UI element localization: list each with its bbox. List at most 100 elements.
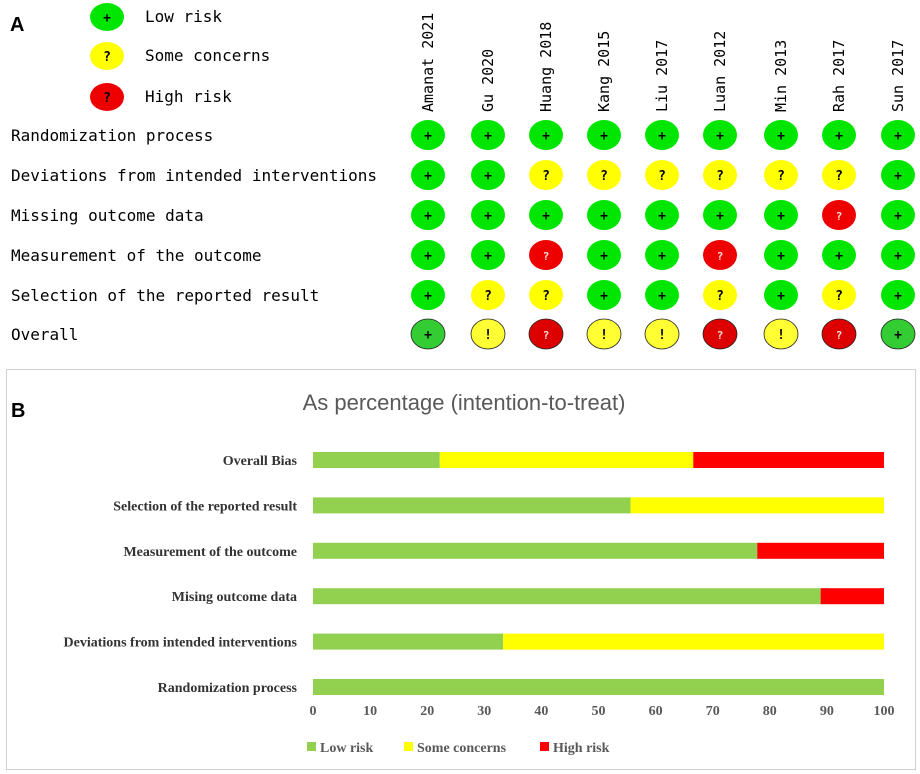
cell-deviations-from-intended-interventions-rah-2017: ? <box>822 160 856 190</box>
judgement-symbol-low: + <box>658 129 666 144</box>
judgement-symbol-low: + <box>777 209 785 224</box>
judgement-symbol-some: ? <box>658 169 666 184</box>
bar-high-risk-mising-outcome-data <box>820 588 884 605</box>
legend-swatch-high <box>90 83 124 111</box>
judgement-symbol-low: + <box>658 249 666 264</box>
judgement-dot-high <box>529 240 563 270</box>
judgement-dot-some <box>529 160 563 190</box>
cell-missing-outcome-data-gu-2020: + <box>471 200 505 230</box>
judgement-symbol-low: + <box>716 129 724 144</box>
judgement-symbol-some: ! <box>658 328 666 343</box>
cell-overall-min-2013: ! <box>763 318 799 350</box>
cell-overall-luan-2012: ? <box>702 318 738 350</box>
judgement-dot-some <box>529 280 563 310</box>
judgement-symbol-high: ? <box>836 210 843 223</box>
cell-deviations-from-intended-interventions-gu-2020: + <box>471 160 505 190</box>
category-label-mising-outcome-data: Mising outcome data <box>172 590 297 605</box>
judgement-symbol-some: ? <box>835 289 843 304</box>
x-tick-70: 70 <box>706 704 720 719</box>
judgement-symbol-low: + <box>894 129 902 144</box>
cell-selection-of-the-reported-result-amanat-2021: + <box>411 280 445 310</box>
bar-some-concerns-selection-of-the-reported-result <box>630 497 884 514</box>
judgement-dot-low <box>587 200 621 230</box>
judgement-dot-low <box>411 240 445 270</box>
study-label-luan-2012: Luan 2012 <box>711 31 729 112</box>
judgement-dot-low <box>645 240 679 270</box>
study-label-min-2013: Min 2013 <box>772 40 790 112</box>
judgement-dot-some <box>471 280 505 310</box>
judgement-symbol-low: + <box>424 129 432 144</box>
cell-missing-outcome-data-luan-2012: + <box>703 200 737 230</box>
cell-missing-outcome-data-liu-2017: + <box>645 200 679 230</box>
bar-some-concerns-overall-bias <box>439 452 694 468</box>
legend-symbol-low: + <box>103 11 111 26</box>
legend-key-high-risk <box>540 742 549 751</box>
legend-text-low-risk: Low risk <box>320 741 374 756</box>
cell-randomization-process-amanat-2021: + <box>411 120 445 150</box>
domain-label-measurement-of-the-outcome: Measurement of the outcome <box>11 246 261 265</box>
judgement-symbol-low: + <box>894 209 902 224</box>
judgement-dot-low <box>703 200 737 230</box>
cell-overall-sun-2017: + <box>880 318 916 350</box>
judgement-symbol-low: + <box>835 249 843 264</box>
judgement-dot-low <box>764 120 798 150</box>
judgement-dot-low <box>411 160 445 190</box>
cell-selection-of-the-reported-result-rah-2017: ? <box>822 280 856 310</box>
judgement-dot-some <box>586 318 622 350</box>
study-label-rah-2017: Rah 2017 <box>830 40 848 112</box>
judgement-dot-low <box>471 160 505 190</box>
cell-missing-outcome-data-sun-2017: + <box>881 200 915 230</box>
cell-randomization-process-luan-2012: + <box>703 120 737 150</box>
judgement-symbol-low: + <box>424 249 432 264</box>
judgement-symbol-some: ! <box>777 328 785 343</box>
study-label-kang-2015: Kang 2015 <box>595 31 613 112</box>
judgement-symbol-low: + <box>600 249 608 264</box>
domain-label-missing-outcome-data: Missing outcome data <box>11 206 204 225</box>
legend-entry-low-risk: Low risk <box>307 741 374 756</box>
judgement-dot-low <box>411 120 445 150</box>
judgement-dot-low <box>764 200 798 230</box>
cell-deviations-from-intended-interventions-liu-2017: ? <box>645 160 679 190</box>
judgement-dot-low <box>822 240 856 270</box>
cell-measurement-of-the-outcome-kang-2015: + <box>587 240 621 270</box>
domain-label-selection-of-the-reported-result: Selection of the reported result <box>11 286 319 305</box>
legend-label-high: High risk <box>145 87 232 106</box>
cell-measurement-of-the-outcome-rah-2017: + <box>822 240 856 270</box>
judgement-symbol-low: + <box>835 129 843 144</box>
category-label-selection-of-the-reported-result: Selection of the reported result <box>113 499 297 514</box>
domain-label-overall: Overall <box>11 325 78 344</box>
legend-entry-some-concerns: Some concerns <box>404 741 507 756</box>
judgement-dot-low <box>411 280 445 310</box>
judgement-dot-some <box>822 160 856 190</box>
judgement-symbol-low: + <box>424 209 432 224</box>
cell-deviations-from-intended-interventions-sun-2017: + <box>881 160 915 190</box>
summary-chart-panel: B As percentage (intention-to-treat) Over… <box>6 369 916 770</box>
legend-text-high-risk: High risk <box>553 741 610 756</box>
judgement-dot-low <box>881 240 915 270</box>
judgement-symbol-some: ! <box>600 328 608 343</box>
judgement-dot-low <box>645 280 679 310</box>
bar-high-risk-overall-bias <box>693 452 884 468</box>
judgement-symbol-some: ? <box>484 289 492 304</box>
legend-item-some: ? Some concerns <box>90 42 270 70</box>
cell-measurement-of-the-outcome-huang-2018: ? <box>529 240 563 270</box>
judgement-symbol-low: + <box>894 169 902 184</box>
judgement-symbol-some: ? <box>542 169 550 184</box>
x-tick-90: 90 <box>820 704 834 719</box>
judgement-dot-low <box>764 240 798 270</box>
legend-symbol-some: ? <box>103 50 111 65</box>
panel-a-letter: A <box>10 14 25 36</box>
judgement-dot-low <box>587 280 621 310</box>
category-label-measurement-of-the-outcome: Measurement of the outcome <box>123 545 297 560</box>
study-label-liu-2017: Liu 2017 <box>653 40 671 112</box>
legend-text-some-concerns: Some concerns <box>417 741 507 756</box>
x-tick-0: 0 <box>310 704 317 719</box>
cell-selection-of-the-reported-result-liu-2017: + <box>645 280 679 310</box>
category-label-deviations-from-intended-interventions: Deviations from intended interventions <box>64 636 298 651</box>
cell-measurement-of-the-outcome-sun-2017: + <box>881 240 915 270</box>
cell-missing-outcome-data-rah-2017: ? <box>822 200 856 230</box>
judgement-symbol-low: + <box>658 289 666 304</box>
cell-overall-amanat-2021: + <box>410 318 446 350</box>
domain-label-deviations-from-intended-interventions: Deviations from intended interventions <box>11 166 377 185</box>
bar-low-risk-randomization-process <box>313 679 884 695</box>
